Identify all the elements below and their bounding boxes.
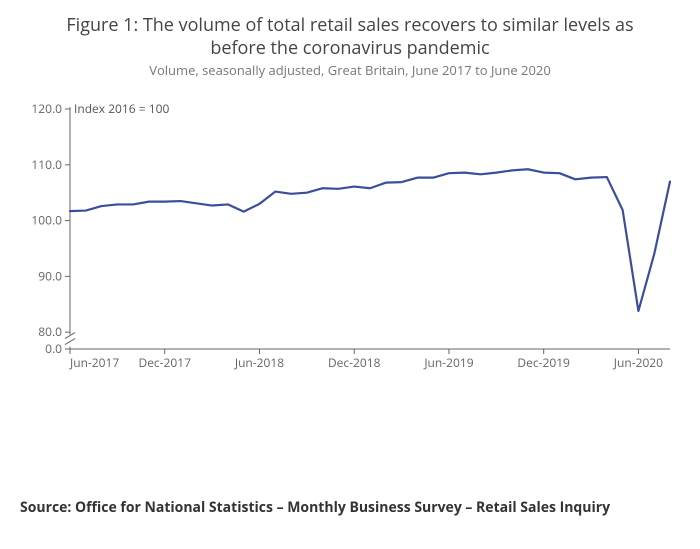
chart-title: Figure 1: The volume of total retail sal…	[60, 14, 640, 59]
source-text: Source: Office for National Statistics –…	[20, 498, 610, 517]
svg-text:Dec-2019: Dec-2019	[517, 354, 570, 371]
svg-text:80.0: 80.0	[38, 323, 62, 340]
svg-text:Dec-2018: Dec-2018	[328, 354, 381, 371]
chart-subtitle: Volume, seasonally adjusted, Great Brita…	[20, 61, 680, 79]
svg-text:Jun-2018: Jun-2018	[234, 354, 284, 371]
svg-text:100.0: 100.0	[31, 212, 62, 229]
svg-text:Index 2016 = 100: Index 2016 = 100	[74, 100, 169, 117]
svg-text:110.0: 110.0	[31, 156, 62, 173]
svg-text:Jun-2017: Jun-2017	[69, 354, 119, 371]
figure-container: Figure 1: The volume of total retail sal…	[0, 0, 700, 549]
svg-text:0.0: 0.0	[45, 340, 62, 357]
svg-text:Jun-2019: Jun-2019	[423, 354, 473, 371]
svg-text:Dec-2017: Dec-2017	[138, 354, 191, 371]
line-chart-svg: 0.080.0 90.0 100.0 110.0 120.0 Jun-2017 Dec-20…	[20, 99, 680, 389]
svg-text:90.0: 90.0	[38, 267, 62, 284]
svg-text:120.0: 120.0	[31, 100, 62, 117]
svg-text:Jun-2020: Jun-2020	[613, 354, 663, 371]
plot-area: 0.080.0 90.0 100.0 110.0 120.0 Jun-2017 Dec-20…	[20, 99, 680, 389]
